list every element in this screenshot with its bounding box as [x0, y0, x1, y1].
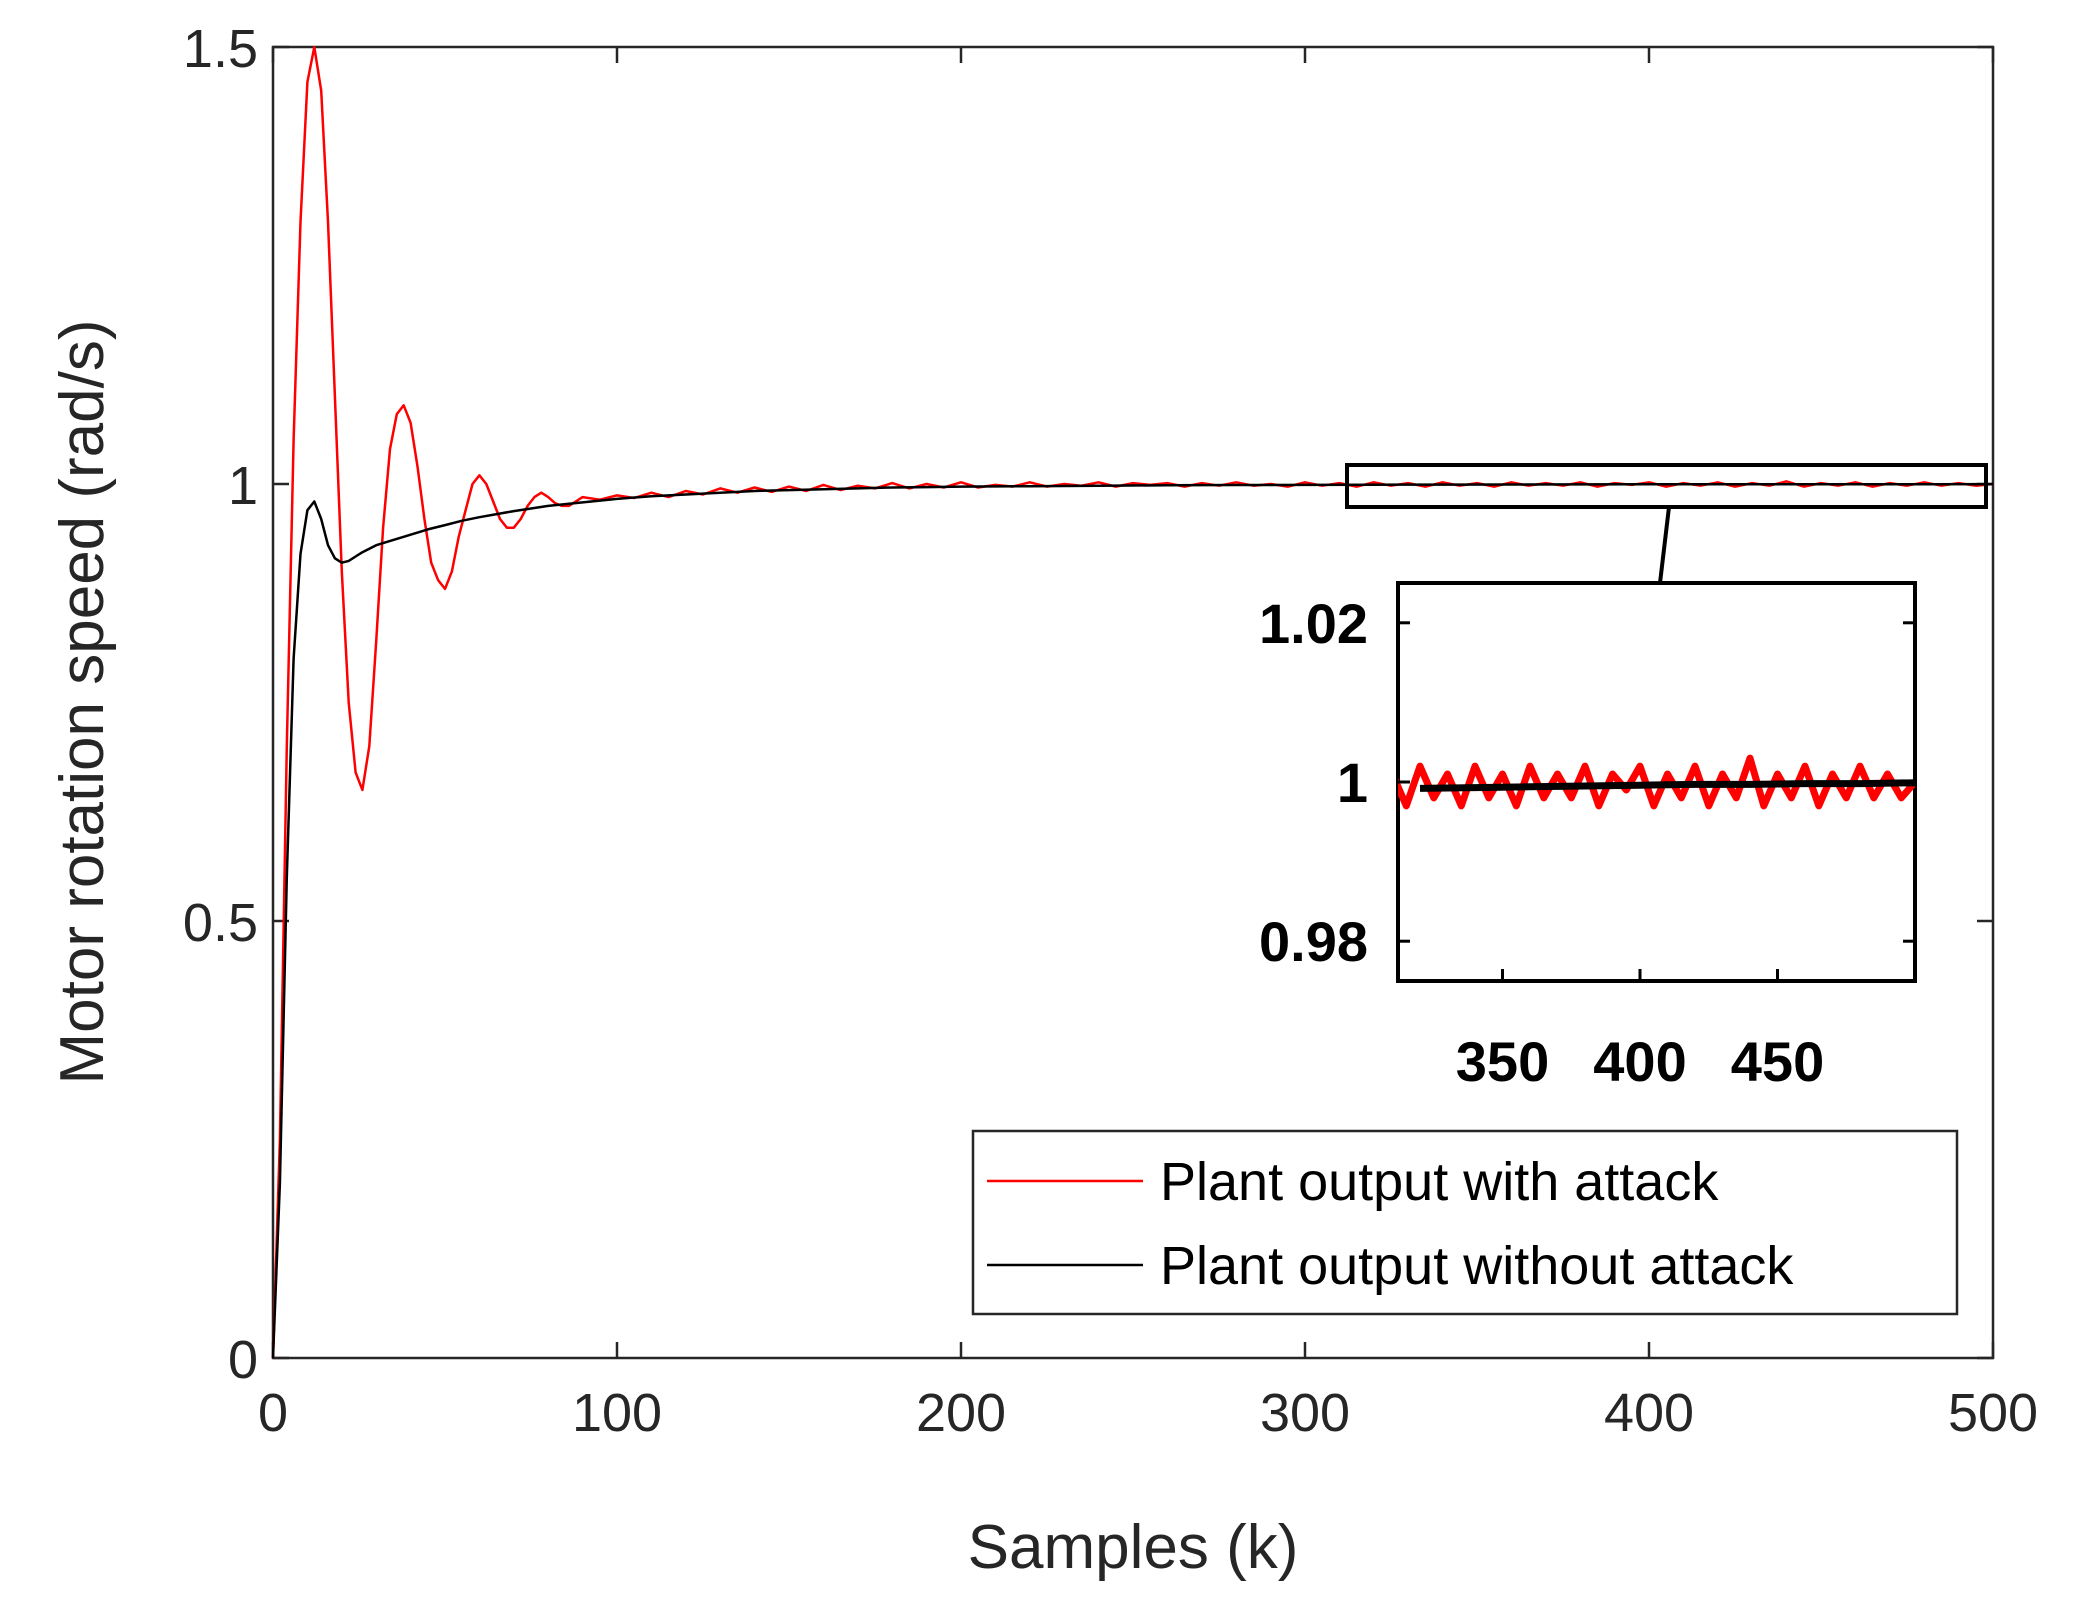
- inset-x-tick-label: 450: [1731, 1030, 1824, 1093]
- y-tick-label: 0.5: [183, 893, 258, 953]
- legend-label-with-attack: Plant output with attack: [1160, 1152, 1719, 1212]
- y-tick-label: 1: [228, 456, 258, 516]
- legend: Plant output with attack Plant output wi…: [971, 1129, 1959, 1316]
- inset-y-tick-label: 1.02: [1259, 592, 1368, 655]
- y-tick-label: 1.5: [183, 19, 258, 79]
- x-tick-label: 400: [1604, 1383, 1694, 1443]
- inset-series-without-attack-line: [1419, 779, 1915, 792]
- x-axis-title: Samples (k): [968, 1513, 1299, 1582]
- legend-box: [971, 1129, 1959, 1316]
- y-axis-ticks: 0 0.5 1 1.5: [183, 19, 1993, 1390]
- inset-series-lines: [1398, 754, 1915, 810]
- inset-x-tick-label: 350: [1456, 1030, 1549, 1093]
- x-tick-label: 200: [916, 1383, 1006, 1443]
- y-axis-title: Motor rotation speed (rad/s): [48, 319, 117, 1084]
- x-tick-label: 100: [572, 1383, 662, 1443]
- legend-label-without-attack: Plant output without attack: [1160, 1236, 1794, 1296]
- main-series-lines: [271, 45, 1994, 1359]
- x-tick-label: 300: [1260, 1383, 1350, 1443]
- x-tick-label: 0: [258, 1383, 288, 1443]
- y-tick-label: 0: [228, 1330, 258, 1390]
- inset-x-tick-label: 400: [1593, 1030, 1686, 1093]
- x-tick-label: 500: [1948, 1383, 2038, 1443]
- x-axis-ticks: 0 100 200 300 400 500: [258, 47, 2038, 1443]
- series-without-attack-line: [271, 482, 1994, 1359]
- zoom-connector-line: [1658, 506, 1671, 584]
- inset-axes: 350 400 450 0.98 1 1.02: [1259, 581, 1917, 1093]
- zoom-region-box: [1345, 463, 1988, 509]
- inset-y-tick-label: 1: [1337, 751, 1368, 814]
- inset-y-tick-label: 0.98: [1259, 910, 1368, 973]
- inset-ticks: 350 400 450 0.98 1 1.02: [1259, 592, 1915, 1093]
